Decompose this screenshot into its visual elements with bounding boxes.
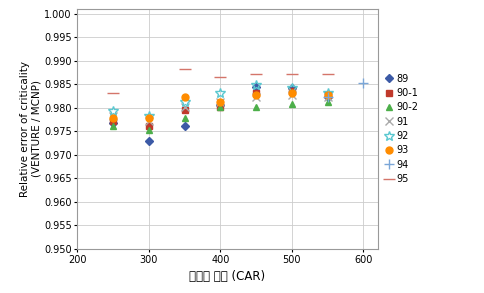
Line: 90-2: 90-2	[110, 99, 331, 134]
90-1	[217, 105, 223, 108]
91	[253, 96, 259, 99]
Legend: 89, 90-1, 90-2, 91, 92, 93, 94, 95: 89, 90-1, 90-2, 91, 92, 93, 94, 95	[381, 70, 422, 188]
Line: 94: 94	[323, 78, 368, 102]
92	[325, 91, 331, 94]
89	[289, 86, 295, 90]
90-2	[217, 105, 223, 108]
Line: 89: 89	[110, 84, 330, 144]
93	[325, 93, 331, 96]
89	[110, 121, 116, 125]
95	[110, 91, 116, 94]
Line: 90-1: 90-1	[110, 88, 331, 129]
90-1	[146, 124, 152, 127]
89	[325, 96, 331, 99]
92	[110, 110, 116, 113]
90-2	[182, 116, 187, 120]
94	[325, 96, 331, 99]
91	[146, 119, 152, 123]
90-2	[289, 102, 295, 106]
91	[182, 105, 187, 108]
93	[110, 116, 116, 120]
93	[289, 91, 295, 94]
Line: 91: 91	[109, 90, 332, 125]
95	[182, 67, 187, 71]
95	[289, 72, 295, 76]
91	[289, 93, 295, 96]
91	[110, 115, 116, 118]
90-1	[253, 91, 259, 94]
90-1	[110, 119, 116, 123]
95	[217, 75, 223, 79]
95	[253, 72, 259, 76]
90-1	[289, 89, 295, 93]
Line: 95: 95	[107, 63, 334, 99]
X-axis label: 제어봉 위치 (CAR): 제어봉 위치 (CAR)	[189, 270, 266, 283]
89	[253, 85, 259, 88]
91	[217, 100, 223, 104]
95	[325, 72, 331, 76]
93	[146, 116, 152, 120]
92	[217, 91, 223, 94]
90-2	[325, 100, 331, 104]
89	[182, 124, 187, 127]
Y-axis label: Relative error of criticality
(VENTURE / MCNP): Relative error of criticality (VENTURE /…	[20, 61, 41, 197]
92	[146, 115, 152, 118]
89	[217, 104, 223, 107]
89	[146, 139, 152, 142]
93	[182, 96, 187, 99]
90-1	[325, 93, 331, 96]
92	[289, 86, 295, 90]
94	[360, 81, 366, 85]
91	[325, 96, 331, 99]
90-2	[253, 105, 259, 108]
90-2	[110, 124, 116, 127]
Line: 93: 93	[110, 89, 331, 122]
92	[182, 100, 187, 104]
93	[217, 100, 223, 104]
92	[253, 83, 259, 87]
93	[253, 93, 259, 96]
Line: 92: 92	[108, 80, 333, 121]
90-1	[182, 108, 187, 112]
90-2	[146, 129, 152, 132]
